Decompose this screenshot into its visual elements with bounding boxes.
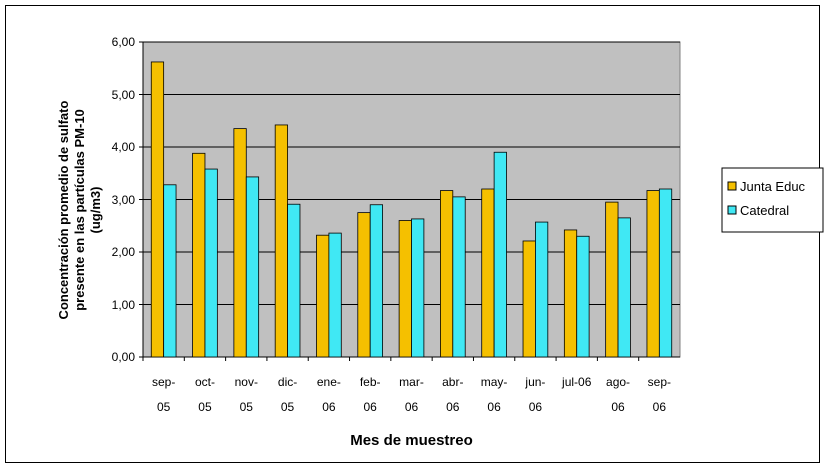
- bar: [452, 196, 466, 358]
- x-tick-label: feb- 06: [359, 375, 381, 414]
- x-tick-label: ago- 06: [606, 375, 631, 414]
- x-tick-label: mar- 06: [399, 375, 424, 414]
- x-tick-label: ene- 06: [316, 375, 341, 414]
- bar: [411, 218, 425, 358]
- y-tick-label: 4,00: [111, 140, 135, 154]
- x-axis-title: Mes de muestreo: [350, 432, 473, 449]
- y-tick-label: 3,00: [111, 192, 135, 207]
- bar: [522, 240, 536, 358]
- bar: [535, 221, 549, 358]
- bar: [328, 232, 342, 358]
- x-tick-label: dic- 05: [277, 375, 298, 414]
- y-tick-label: 2,00: [111, 245, 135, 259]
- bar: [658, 188, 673, 358]
- bar: [563, 229, 578, 358]
- legend-box: [721, 167, 824, 233]
- bar: [204, 168, 218, 358]
- bar: [192, 152, 206, 358]
- bar: [357, 212, 371, 358]
- bar: [369, 204, 383, 358]
- bar: [440, 190, 454, 358]
- y-tick-label: 0,00: [111, 350, 135, 364]
- bar: [245, 176, 260, 358]
- x-tick-label: may- 06: [480, 375, 508, 414]
- x-tick-label: jul-06: [562, 375, 592, 389]
- legend-label: Junta Educ: [740, 179, 806, 194]
- bar: [493, 151, 507, 358]
- y-tick-label: 1,00: [111, 297, 135, 312]
- bar: [233, 128, 247, 358]
- y-tick-label: 6,00: [111, 35, 135, 49]
- bar: [576, 235, 590, 358]
- legend-swatch: [727, 205, 737, 215]
- x-tick-label: sep- 06: [647, 375, 672, 414]
- legend-swatch: [727, 181, 737, 191]
- bar: [163, 184, 177, 358]
- x-tick-label: sep- 05: [151, 375, 176, 414]
- bar: [617, 217, 631, 358]
- legend-label: Catedral: [740, 203, 790, 218]
- bar: [605, 201, 619, 358]
- y-tick-label: 5,00: [111, 87, 135, 102]
- x-tick-label: oct- 05: [194, 375, 215, 414]
- bar: [274, 124, 288, 358]
- bar: [398, 220, 412, 358]
- bar: [316, 234, 330, 358]
- x-tick-label: nov- 05: [234, 375, 258, 414]
- bar: [481, 188, 495, 358]
- bar: [646, 190, 660, 358]
- x-tick-label: abr- 06: [442, 375, 464, 414]
- x-tick-label: jun- 06: [525, 375, 546, 414]
- bar: [150, 61, 165, 358]
- bar: [287, 203, 301, 358]
